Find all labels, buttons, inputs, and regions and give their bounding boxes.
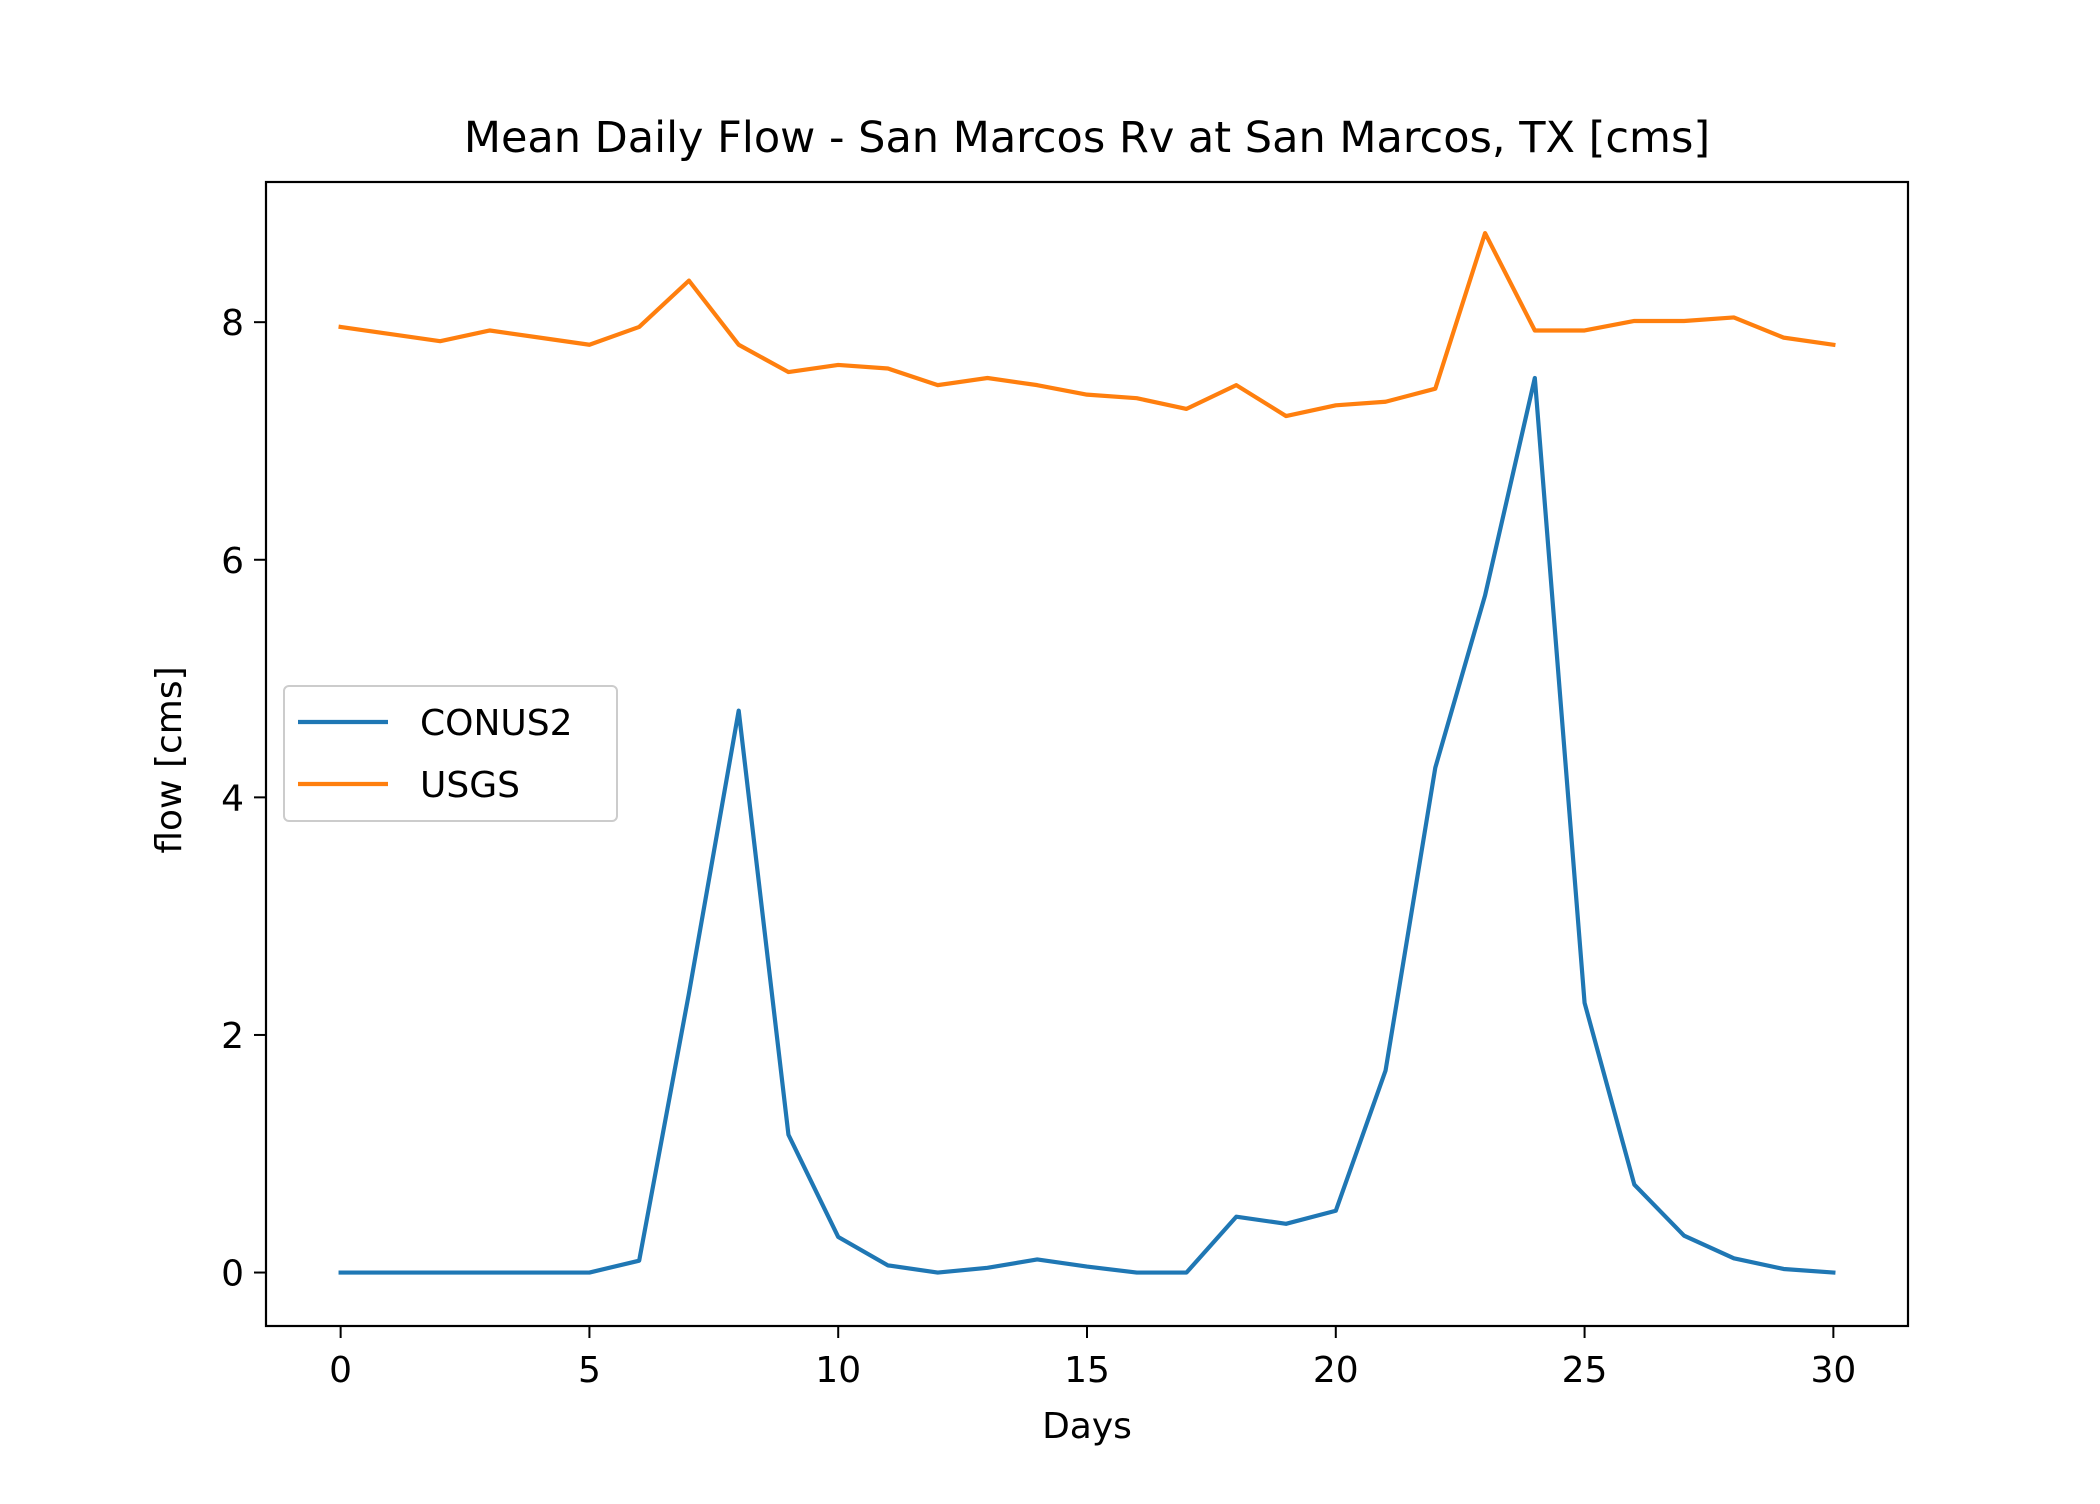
- series-line-conus2: [338, 375, 1836, 1275]
- y-axis-label: flow [cms]: [149, 666, 190, 853]
- plot-area: 0 5 10 15 20 25 30 0 2 4 6 8: [221, 180, 1910, 1391]
- chart-title: Mean Daily Flow - San Marcos Rv at San M…: [464, 113, 1710, 163]
- legend: CONUS2 USGS: [283, 685, 618, 822]
- x-tick-label: 20: [1313, 1350, 1359, 1391]
- legend-label-conus2: CONUS2: [420, 703, 573, 744]
- y-tick-label: 2: [221, 1016, 244, 1057]
- x-tick-label: 25: [1562, 1350, 1608, 1391]
- y-tick-label: 8: [221, 303, 244, 344]
- y-tick-label: 0: [221, 1254, 244, 1295]
- x-axis-label: Days: [1042, 1406, 1132, 1447]
- legend-box: [283, 685, 618, 822]
- y-tick-label: 6: [221, 541, 244, 582]
- x-tick-label: 10: [815, 1350, 861, 1391]
- legend-label-usgs: USGS: [420, 765, 520, 806]
- x-tick-label: 30: [1810, 1350, 1856, 1391]
- series-line-usgs: [338, 230, 1836, 419]
- x-tick-label: 0: [329, 1350, 352, 1391]
- y-tick-label: 4: [221, 778, 244, 819]
- x-tick-label: 5: [578, 1350, 601, 1391]
- x-tick-label: 15: [1064, 1350, 1110, 1391]
